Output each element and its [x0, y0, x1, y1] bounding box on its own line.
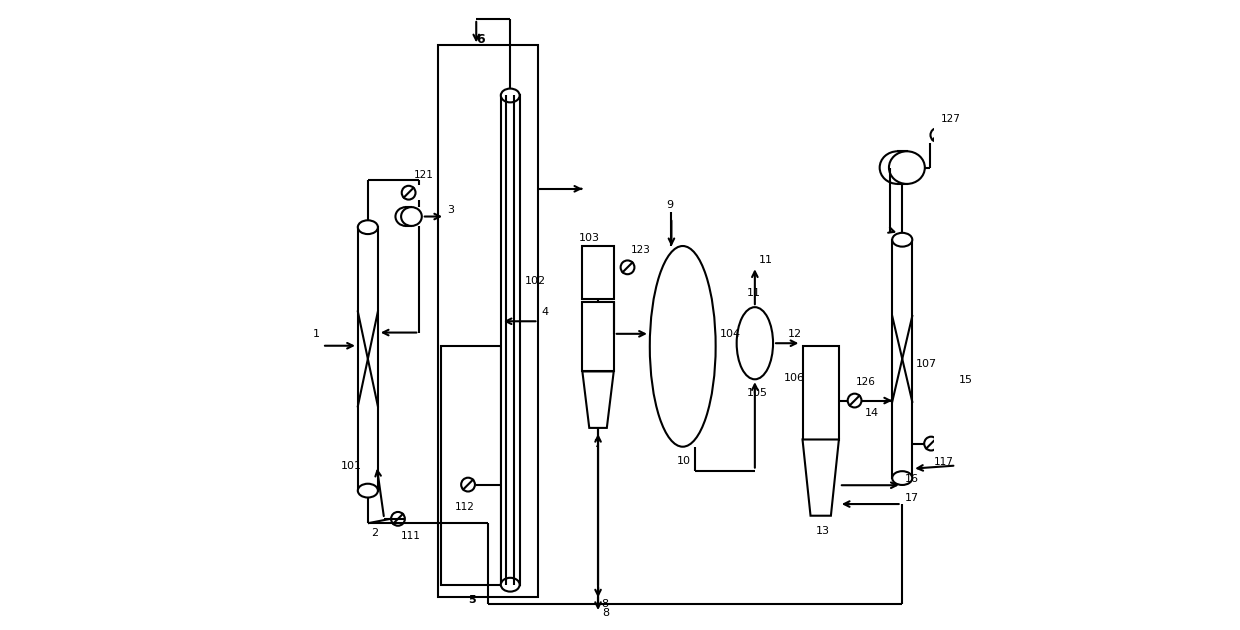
Text: 8: 8 — [601, 598, 609, 609]
Text: 127: 127 — [940, 114, 961, 124]
Text: 16: 16 — [905, 474, 919, 484]
Circle shape — [848, 394, 862, 408]
Ellipse shape — [358, 484, 378, 498]
Circle shape — [621, 260, 635, 274]
Text: 1: 1 — [312, 329, 320, 340]
Text: 105: 105 — [748, 388, 769, 398]
Circle shape — [924, 437, 937, 450]
Text: 7: 7 — [593, 438, 600, 449]
Text: 123: 123 — [631, 245, 651, 255]
Text: 102: 102 — [525, 277, 546, 287]
Text: 111: 111 — [401, 531, 420, 541]
Text: 104: 104 — [719, 329, 740, 339]
Bar — [438, 45, 538, 597]
Bar — [802, 346, 839, 440]
Ellipse shape — [401, 207, 422, 226]
Text: 117: 117 — [934, 457, 954, 467]
Circle shape — [402, 186, 415, 200]
Text: 106: 106 — [784, 373, 805, 383]
Text: 4: 4 — [541, 307, 548, 317]
Ellipse shape — [501, 578, 520, 592]
Text: 17: 17 — [905, 493, 919, 503]
Ellipse shape — [396, 207, 417, 226]
Ellipse shape — [879, 151, 915, 184]
Text: 101: 101 — [341, 461, 362, 471]
Text: 5: 5 — [467, 595, 476, 605]
Text: 9: 9 — [666, 200, 673, 210]
Text: 6: 6 — [476, 33, 485, 45]
Ellipse shape — [737, 307, 773, 379]
Text: 11: 11 — [748, 289, 761, 299]
Bar — [583, 302, 614, 372]
Bar — [583, 246, 614, 299]
Bar — [441, 346, 501, 585]
Bar — [405, 207, 412, 226]
Ellipse shape — [501, 89, 520, 102]
Bar — [893, 240, 913, 478]
Text: 2: 2 — [371, 529, 378, 538]
Circle shape — [391, 512, 405, 526]
Text: 126: 126 — [856, 377, 875, 387]
Bar — [898, 151, 906, 184]
Bar — [358, 227, 378, 491]
Text: 10: 10 — [677, 455, 691, 466]
Text: 14: 14 — [864, 408, 879, 418]
Polygon shape — [583, 372, 614, 428]
Text: 3: 3 — [448, 205, 455, 215]
Ellipse shape — [650, 246, 715, 447]
Ellipse shape — [889, 151, 925, 184]
Text: 107: 107 — [915, 358, 936, 369]
Text: 12: 12 — [787, 329, 802, 339]
Circle shape — [930, 128, 945, 142]
Circle shape — [461, 478, 475, 491]
Text: 11: 11 — [759, 255, 773, 265]
Bar — [501, 96, 520, 585]
Text: 103: 103 — [579, 234, 600, 243]
Text: 112: 112 — [455, 501, 475, 512]
Text: 8: 8 — [601, 608, 609, 618]
Text: 13: 13 — [816, 527, 830, 536]
Ellipse shape — [893, 471, 913, 485]
Text: 121: 121 — [414, 170, 434, 180]
Ellipse shape — [893, 233, 913, 246]
Text: 15: 15 — [959, 375, 972, 385]
Ellipse shape — [358, 220, 378, 234]
Polygon shape — [802, 440, 839, 516]
